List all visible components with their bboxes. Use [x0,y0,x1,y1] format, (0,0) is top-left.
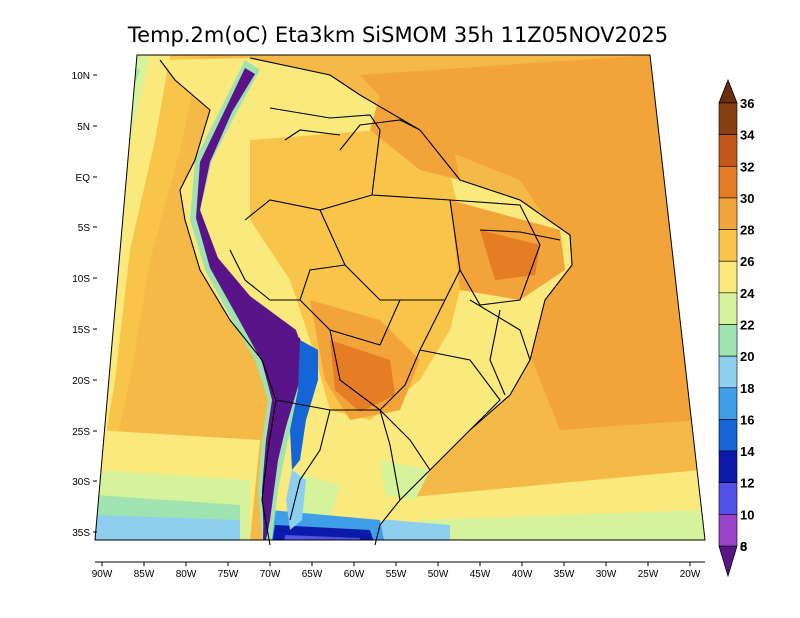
y-tick-label: 30S [72,477,90,488]
colorbar-segment [718,260,738,294]
colorbar-segment [718,197,738,230]
y-tick-label: 10N [72,71,90,82]
x-axis: 90W 85W 80W 75W 70W 65W 60W 55W 50W 45W … [92,561,705,580]
colorbar-segment [718,482,738,515]
x-tick-label: 35W [554,569,575,580]
colorbar-segment [718,324,738,357]
x-tick-label: 55W [386,569,407,580]
colorbar-label: 6 [740,539,747,554]
colorbar-label: 18 [740,381,754,396]
colorbar-segment [718,387,738,420]
colorbar-segment [718,165,738,199]
x-tick-label: 60W [344,569,365,580]
colorbar-label: 20 [740,349,754,364]
colorbar-segment [718,292,738,325]
colorbar-segment [718,102,738,135]
x-tick-label: 90W [92,569,113,580]
x-tick-label: 70W [260,569,281,580]
colorbar-label: 8 [740,539,747,554]
y-tick-label: 10S [72,274,90,285]
colorbar-segment [718,419,738,452]
x-tick-label: 25W [638,569,659,580]
colorbar-segment [718,134,738,167]
map-title: Temp.2m(oC) Eta3km SiSMOM 35h 11Z05NOV20… [127,23,668,47]
x-tick-label: 20W [680,569,701,580]
colorbar-bottom-arrow [718,545,738,578]
y-tick-label: 5S [78,223,91,234]
colorbar: 36 34 32 30 28 26 24 22 20 18 16 14 12 10 86 [718,78,755,578]
colorbar-label: 22 [740,318,754,333]
y-tick-label: 35S [72,528,90,539]
y-tick-label: EQ [76,173,91,184]
colorbar-label: 24 [740,286,755,301]
x-tick-label: 65W [302,569,323,580]
colorbar-label: 10 [740,507,754,522]
x-tick-label: 50W [428,569,449,580]
x-tick-label: 80W [176,569,197,580]
colorbar-label: 36 [740,96,754,111]
colorbar-segment [718,514,738,547]
y-tick-label: 25S [72,427,90,438]
y-tick-label: 15S [72,325,90,336]
x-tick-label: 40W [512,569,533,580]
map-domain-border [94,54,706,541]
colorbar-segment [718,229,738,262]
colorbar-label: 34 [740,128,755,143]
colorbar-label: 26 [740,254,754,269]
political-boundaries [159,57,573,546]
colorbar-top-arrow [718,78,738,104]
x-tick-label: 85W [134,569,155,580]
colorbar-label: 12 [740,476,754,491]
colorbar-label: 30 [740,191,754,206]
colorbar-label: 28 [740,223,754,238]
colorbar-segment [718,450,738,484]
colorbar-segment [718,355,738,389]
y-tick-label: 5N [77,122,90,133]
y-tick-label: 20S [72,376,90,387]
colorbar-label: 32 [740,159,754,174]
x-tick-label: 45W [470,569,491,580]
colorbar-label: 16 [740,412,754,427]
colorbar-label: 14 [740,444,755,459]
y-axis: 10N 5N EQ 5S 10S 15S 20S 25S 30S 35S [72,71,97,539]
x-tick-label: 30W [596,569,617,580]
x-tick-label: 75W [218,569,239,580]
